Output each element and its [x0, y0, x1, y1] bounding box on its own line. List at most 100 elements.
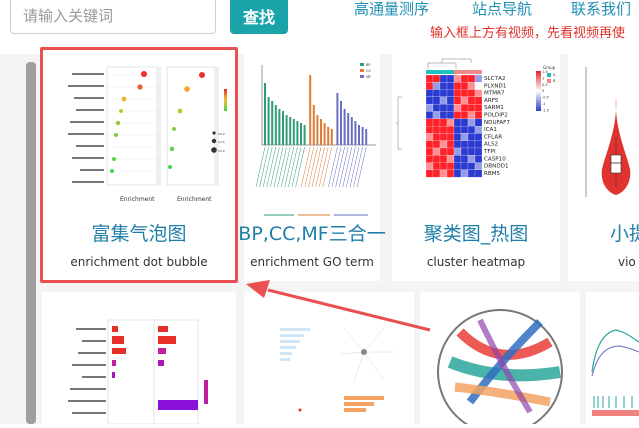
go-bar-label: [349, 146, 360, 188]
go-bar: [278, 109, 281, 145]
go-bar: [361, 127, 364, 145]
card-subtitle: enrichment GO term: [250, 255, 374, 269]
card-title[interactable]: 聚类图_热图: [423, 223, 529, 245]
go-bar-label: [304, 146, 315, 188]
svg-text:15.0: 15.0: [218, 149, 225, 153]
go-bar: [316, 115, 319, 145]
go-bar-label: [315, 146, 325, 188]
go-bar: [343, 109, 346, 145]
svg-text:12.5: 12.5: [218, 140, 225, 144]
violin-thumbnail: [572, 57, 639, 222]
go-bar-label: [338, 146, 349, 188]
go-bar-label: [291, 146, 302, 188]
go-bar: [303, 125, 306, 145]
go-bar-label: [262, 146, 273, 188]
go-bar-label: [259, 146, 269, 188]
svg-text:B: B: [553, 79, 556, 83]
bubble-xlabel-left: Enrichment: [120, 196, 155, 203]
bubble-chart-thumbnail: 10.0 12.5 15.0 Enrichment Enrichment: [62, 59, 227, 214]
card-enrichment-bubble[interactable]: 10.0 12.5 15.0 Enrichment Enrichment 富集气…: [42, 49, 236, 281]
go-bar-label: [342, 146, 353, 188]
heatmap-gene-label: ARF5: [484, 98, 499, 104]
bubble-xlabel-right: Enrichment: [177, 196, 212, 203]
go-bar: [340, 101, 342, 145]
heatmap-scale-tick: 0: [542, 89, 544, 93]
card-title[interactable]: BP,CC,MF三合一: [238, 223, 386, 245]
go-bar-label: [353, 146, 363, 188]
go-bar: [285, 115, 288, 145]
heatmap-gene-label: CASP10: [484, 156, 506, 162]
go-bar-label: [273, 146, 284, 188]
search-input[interactable]: [10, 0, 216, 34]
go-bar-label: [311, 146, 322, 188]
go-bar: [264, 83, 266, 145]
card-title[interactable]: 小提: [610, 223, 639, 245]
go-bar-label: [266, 146, 277, 188]
heatmap-gene-label: ALS2: [484, 142, 498, 148]
heatmap-gene-label: TFPI: [483, 149, 496, 155]
nav-link-contact[interactable]: 联系我们: [571, 0, 632, 18]
card-bar-thumbnail[interactable]: [42, 292, 236, 425]
heatmap-scale-tick: 1: [542, 76, 544, 80]
heatmap-gene-label: SARM1: [484, 105, 504, 111]
go-bar-label: [328, 146, 338, 188]
size-legend-dot: [212, 131, 216, 135]
heatmap-gene-label: PLXND1: [484, 83, 507, 89]
svg-text:CC: CC: [366, 69, 371, 73]
nav-link-sequencing[interactable]: 高通量测序: [354, 0, 430, 18]
card-subtitle: vio: [618, 255, 636, 269]
go-bar-label: [255, 146, 266, 188]
heatmap-gene-label: MTMR7: [484, 91, 505, 97]
search-button[interactable]: 查找: [230, 0, 288, 34]
go-bar: [330, 129, 333, 145]
go-network-thumbnail: [280, 327, 394, 412]
highlight-frame: [40, 47, 238, 283]
heatmap-gene-label: DBNDD1: [484, 164, 509, 170]
bar-chart-thumbnail: [68, 319, 208, 425]
card-gsea-thumbnail[interactable]: [586, 292, 639, 424]
video-notice: 输入框上方有视频，先看视频再使: [430, 26, 626, 41]
card-go-network-thumbnail[interactable]: [244, 292, 414, 424]
go-bar-label: [356, 146, 367, 188]
go-bar-label: [322, 146, 333, 188]
heatmap-scale-tick: -1: [542, 102, 546, 106]
go-bar-chart-thumbnail: BP CC MF: [246, 57, 378, 222]
card-chord-thumbnail[interactable]: [420, 292, 580, 428]
go-bar: [296, 121, 299, 145]
go-bar-label: [318, 146, 329, 188]
card-violin[interactable]: 小提 vio: [568, 49, 639, 281]
go-bar-label: [288, 146, 298, 188]
heatmap-scale-tick: -1.5: [542, 108, 549, 112]
go-bar: [365, 129, 368, 145]
card-subtitle: cluster heatmap: [426, 255, 526, 269]
card-cluster-heatmap[interactable]: SLC7A2 PLXND1 MTMR7 ARF5 SARM1 POLDIP2 NDUFAF7…: [392, 49, 560, 281]
go-bar-label: [280, 146, 291, 188]
svg-text:MF: MF: [366, 75, 371, 79]
card-go-term[interactable]: BP CC MF BP,CC,MF三合一 enrichment GO term: [238, 49, 386, 281]
go-bar: [336, 93, 339, 145]
go-bar: [323, 123, 326, 145]
nav-link-site-navigation[interactable]: 站点导航: [472, 0, 533, 18]
go-bar-label: [308, 146, 318, 188]
heatmap-gene-label: ICA1: [484, 127, 497, 133]
heatmap-scale-tick: 1.5: [542, 70, 548, 74]
heatmap-thumbnail: SLC7A2 PLXND1 MTMR7 ARF5 SARM1 POLDIP2 NDUFAF7…: [396, 57, 560, 222]
go-bar: [300, 123, 302, 145]
top-bar: 查找 高通量测序 站点导航 联系我们 输入框上方有视频，先看视频再使: [0, 0, 639, 54]
gsea-thumbnail: [591, 329, 639, 416]
go-bar: [267, 97, 270, 145]
scrollbar-thumb[interactable]: [26, 62, 36, 424]
go-bar: [358, 125, 360, 145]
go-bar: [282, 111, 284, 145]
svg-text:BP: BP: [366, 63, 371, 67]
go-bar-label: [346, 146, 356, 188]
go-bar-label: [335, 146, 345, 188]
heatmap-scale-tick: -0.5: [542, 96, 549, 100]
card-title[interactable]: 富集气泡图: [91, 223, 187, 245]
go-bar: [292, 119, 295, 145]
heatmap-scale-tick: 0.5: [542, 83, 548, 87]
go-bar: [274, 105, 277, 145]
go-bar: [327, 127, 330, 145]
heatmap-gene-label: CFLAR: [484, 134, 502, 140]
